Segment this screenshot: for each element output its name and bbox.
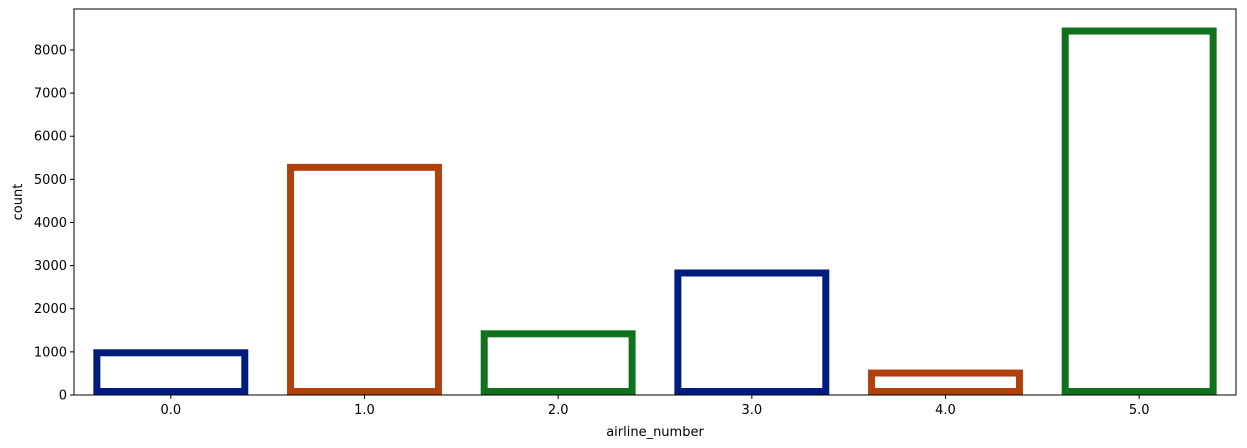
x-tick-label: 4.0 <box>935 403 956 418</box>
bar-2.0 <box>480 330 636 395</box>
x-axis-label: airline_number <box>606 425 704 440</box>
y-tick-label: 1000 <box>34 345 67 360</box>
y-tick-label: 0 <box>59 389 67 404</box>
y-tick-label: 5000 <box>34 173 67 188</box>
y-axis-label: count <box>11 184 26 221</box>
bars-group <box>93 27 1217 396</box>
y-tick-label: 3000 <box>34 259 67 274</box>
y-tick-label: 6000 <box>34 130 67 145</box>
bar-5.0 <box>1061 27 1217 395</box>
x-axis-ticks: 0.0 1.0 2.0 3.0 4.0 5.0 <box>160 395 1150 418</box>
x-tick-label: 1.0 <box>354 403 375 418</box>
plot-frame <box>73 8 1237 396</box>
x-tick-label: 3.0 <box>741 403 762 418</box>
bar-3.0 <box>674 269 830 396</box>
y-tick-label: 7000 <box>34 87 67 102</box>
y-tick-label: 2000 <box>34 302 67 317</box>
y-axis-ticks: 0 1000 2000 3000 4000 5000 6000 7000 8000 <box>34 43 74 404</box>
x-tick-label: 5.0 <box>1129 403 1150 418</box>
bar-1.0 <box>287 163 442 395</box>
y-tick-label: 8000 <box>34 43 67 58</box>
bar-0.0 <box>93 349 249 396</box>
x-tick-label: 0.0 <box>160 403 181 418</box>
x-tick-label: 2.0 <box>548 403 569 418</box>
y-tick-label: 4000 <box>34 216 67 231</box>
bar-4.0 <box>868 369 1023 396</box>
